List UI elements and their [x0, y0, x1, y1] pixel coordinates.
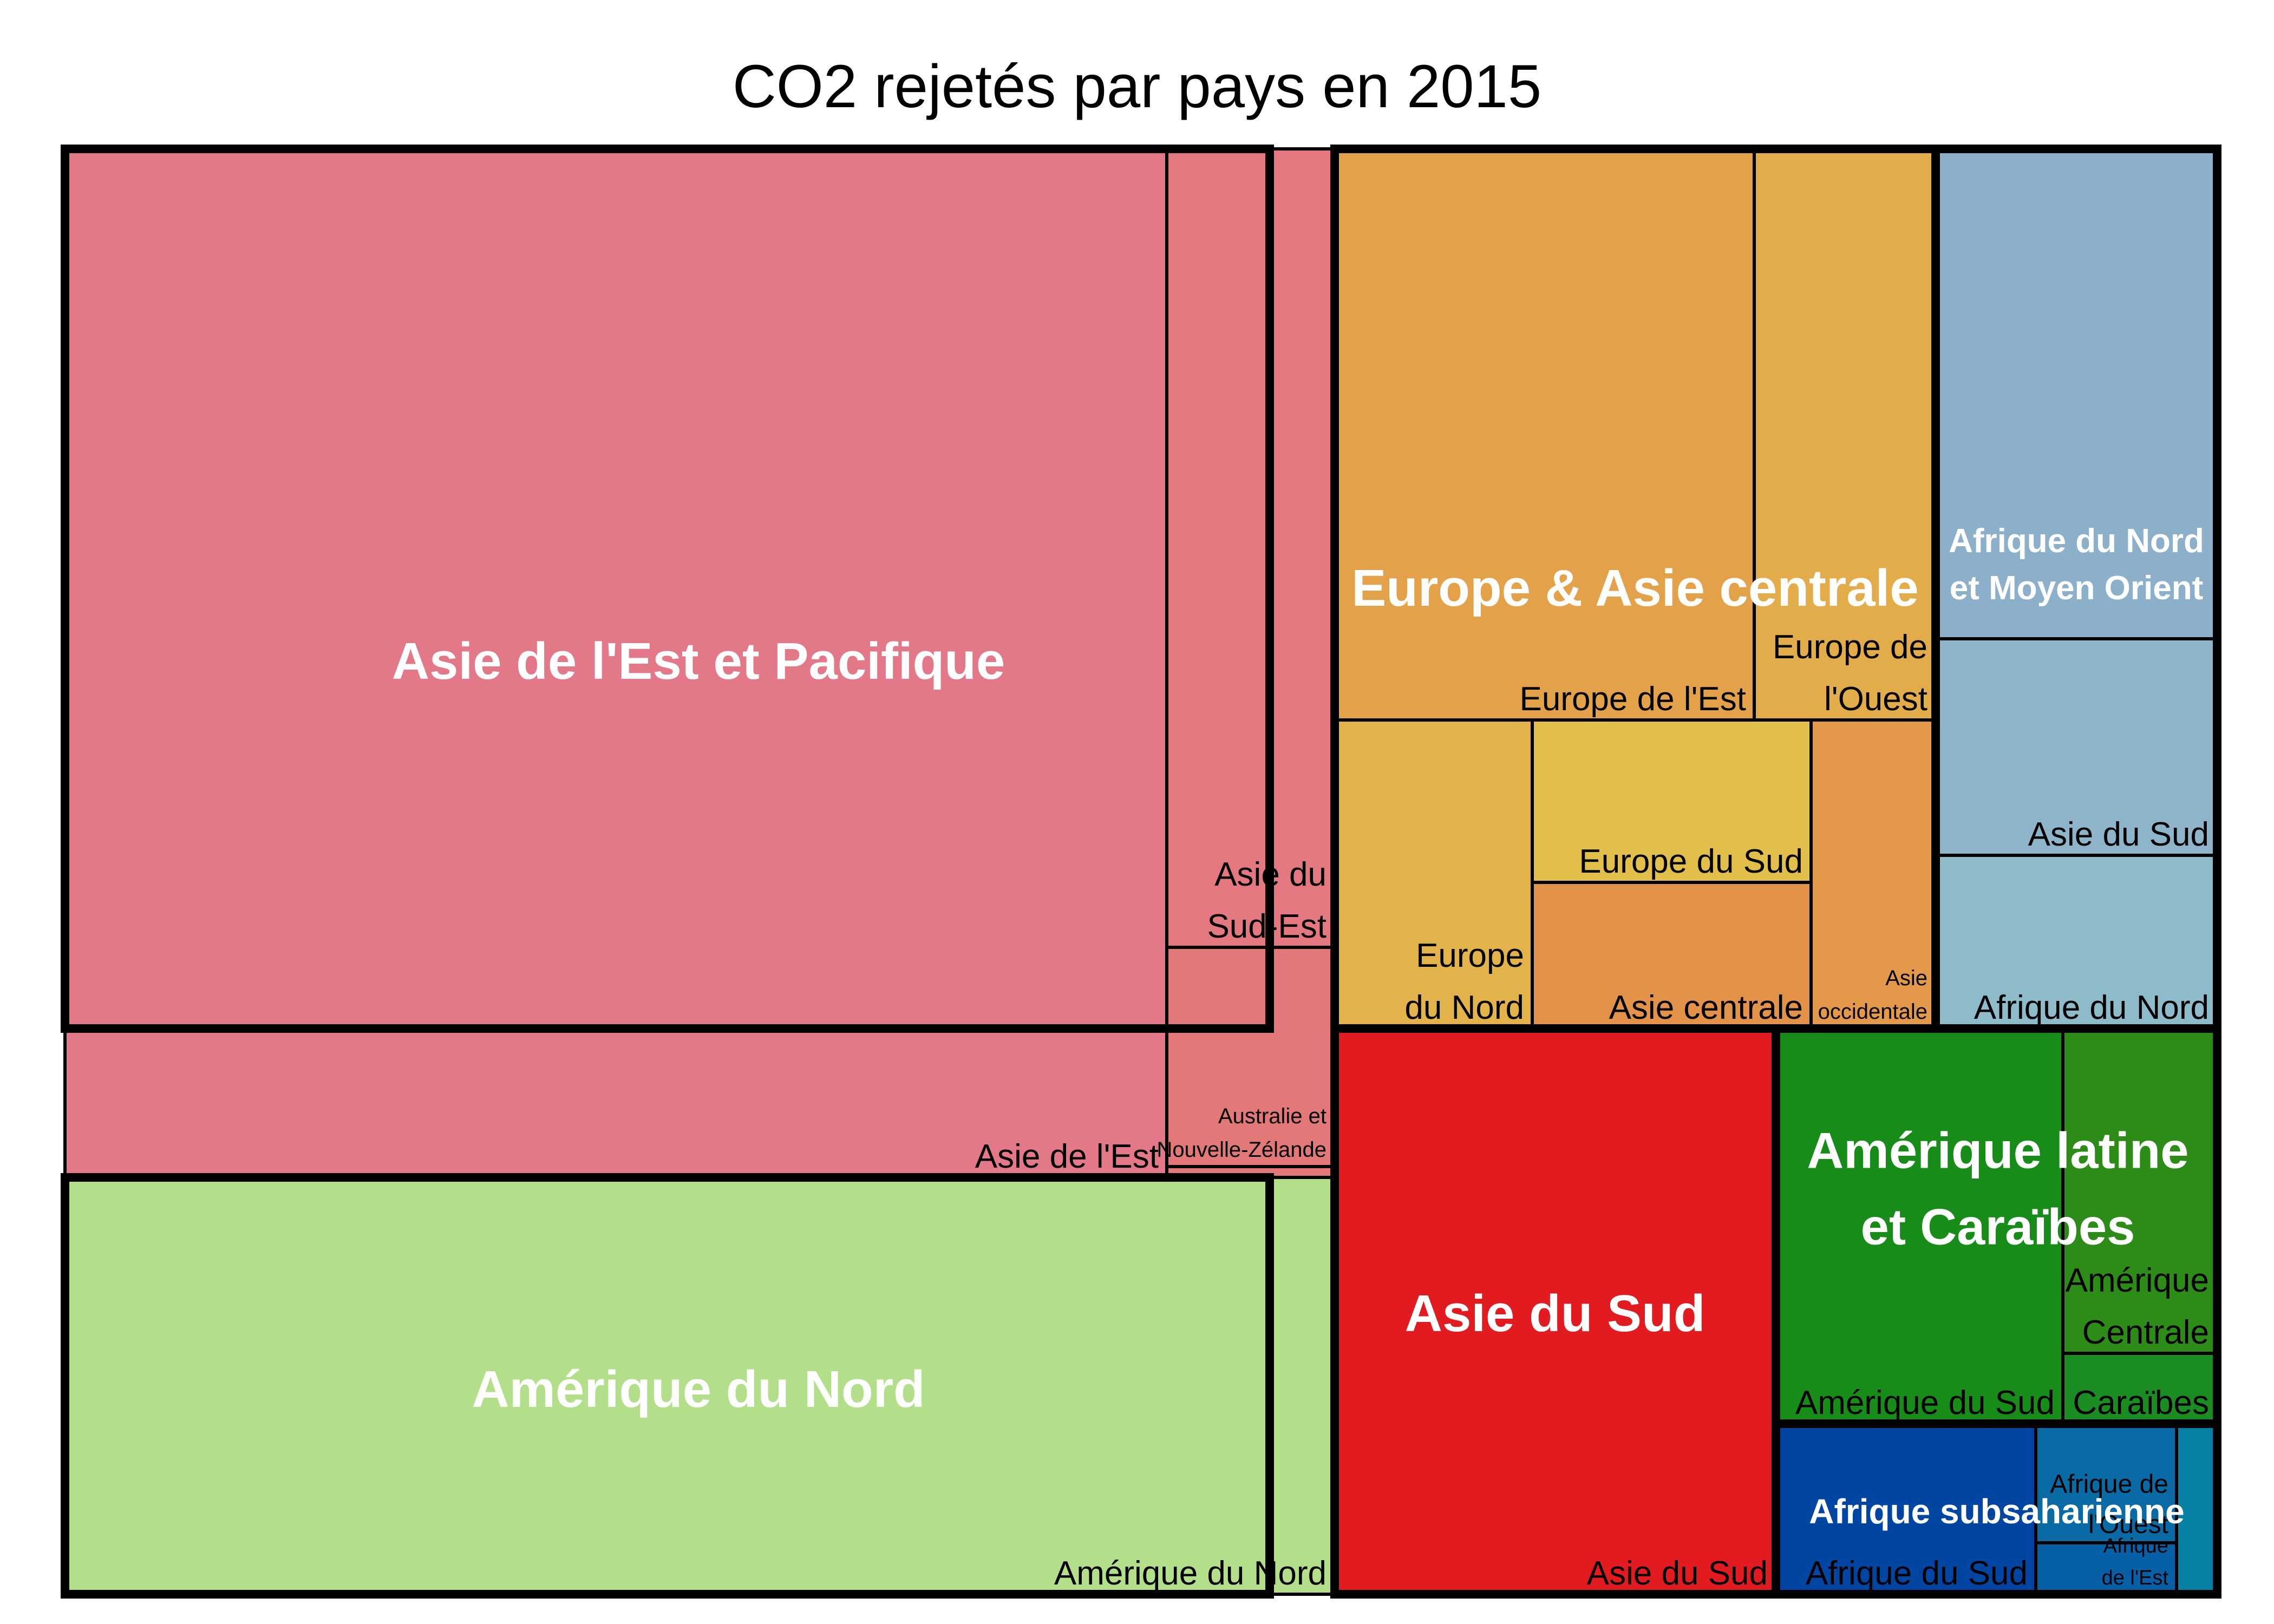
treemap-group-label-afrique-du-nord-et-moyen-orient: Afrique du Nord et Moyen Orient — [1949, 522, 2204, 607]
treemap-cell-label-europe-de-l-est: Europe de l'Est — [1519, 680, 1746, 718]
treemap-group-label-asie-de-l-est-et-pacifique: Asie de l'Est et Pacifique — [392, 632, 1005, 690]
treemap-cell-afrique-subsaharienne-afrique-de-l-ouest — [2034, 1422, 2178, 1544]
treemap-cell-europe-asie-centrale-europe-du-sud — [1531, 718, 1813, 884]
treemap-group-label-amerique-latine-et-caraibes: Amérique latine et Caraïbes — [1807, 1122, 2188, 1255]
treemap-cell-label-afrique-de-l-ouest: Afrique de l'Ouest — [2050, 1470, 2168, 1539]
treemap-cell-amerique-latine-et-caraibes-amerique-centrale — [2061, 1027, 2219, 1355]
treemap-group-label-afrique-subsaharienne: Afrique subsaharienne — [1809, 1492, 2185, 1531]
treemap-cell-label-australie-et-nouvelle-zelande: Australie et Nouvelle-Zélande — [1156, 1104, 1327, 1162]
treemap-group-border-afrique-subsaharienne — [1772, 1419, 2221, 1599]
treemap-cell-asie-de-l-est-et-pacifique-australie-et-nouvelle-zelande — [1165, 946, 1336, 1168]
treemap-cell-label-asie-du-sud: Asie du Sud — [1587, 1555, 1768, 1592]
treemap-cell-label-amerique-du-sud: Amérique du Sud — [1795, 1384, 2055, 1422]
treemap-cell-afrique-subsaharienne-afrique-de-l-est — [2034, 1541, 2178, 1596]
treemap-cell-asie-de-l-est-et-pacifique-asie-de-l-est — [63, 147, 1168, 1179]
treemap-cell-afrique-du-nord-et-moyen-orient-asie-du-sud — [1934, 637, 2219, 857]
treemap-cell-label-asie-de-l-est: Asie de l'Est — [975, 1138, 1159, 1175]
treemap-cell-label-asie-centrale: Asie centrale — [1609, 989, 1803, 1026]
treemap-cell-label-europe-du-sud: Europe du Sud — [1579, 843, 1803, 880]
treemap-cell-label-afrique-du-nord: Afrique du Nord — [1974, 989, 2209, 1026]
treemap-cell-europe-asie-centrale-asie-centrale — [1531, 881, 1813, 1030]
treemap-cell-europe-asie-centrale-europe-du-nord — [1333, 718, 1534, 1030]
treemap-cell-afrique-du-nord-et-moyen-orient-unlabeled-0 — [1934, 147, 2219, 640]
treemap-cell-label-afrique-du-sud: Afrique du Sud — [1806, 1555, 2028, 1592]
treemap-cell-label-amerique-centrale: Amérique Centrale — [2066, 1262, 2209, 1351]
treemap-cell-label-asie-du-sud: Asie du Sud — [2028, 816, 2209, 853]
treemap-cell-label-amerique-du-nord: Amérique du Nord — [1054, 1555, 1327, 1592]
treemap-cell-label-caraibes: Caraïbes — [2073, 1384, 2209, 1422]
treemap-group-labels: Asie de l'Est et Pacifique Amérique du No… — [392, 522, 2204, 1531]
treemap-cell-afrique-subsaharienne-afrique-du-sud — [1774, 1422, 2037, 1596]
treemap-group-border-amerique-du-nord — [61, 1173, 1274, 1599]
treemap-group-borders — [61, 145, 2221, 1599]
treemap-cell-amerique-latine-et-caraibes-amerique-du-sud — [1774, 1027, 2064, 1425]
treemap-cell-europe-asie-centrale-europe-de-l-est — [1333, 147, 1756, 722]
treemap-group-label-europe-asie-centrale: Europe & Asie centrale — [1351, 559, 1918, 617]
treemap-cell-label-asie-occidentale: Asie occidentale — [1818, 966, 1927, 1024]
treemap-cell-label-europe-du-nord: Europe du Nord — [1404, 937, 1524, 1026]
treemap-cell-afrique-du-nord-et-moyen-orient-afrique-du-nord — [1934, 854, 2219, 1030]
treemap-cell-europe-asie-centrale-asie-occidentale — [1809, 718, 1937, 1030]
treemap-cell-asie-de-l-est-et-pacifique-asie-du-sud-est — [1165, 147, 1336, 949]
treemap-cell-label-asie-du-sud-est: Asie du Sud-Est — [1207, 856, 1327, 945]
treemap-subgroup-labels: Asie de l'Est Asie du Sud-Est Australie et N… — [975, 628, 2209, 1592]
treemap-cell-label-europe-de-l-ouest: Europe de l'Ouest — [1773, 628, 1927, 718]
treemap-cells — [63, 147, 2219, 1596]
treemap-group-border-asie-de-l-est-et-pacifique — [61, 145, 1274, 1033]
chart-title: CO2 rejetés par pays en 2015 — [732, 53, 1542, 120]
treemap-cell-label-afrique-de-l-est: Afrique de l'Est — [2102, 1535, 2169, 1589]
treemap-group-label-asie-du-sud: Asie du Sud — [1405, 1285, 1706, 1343]
treemap-group-label-amerique-du-nord: Amérique du Nord — [472, 1360, 925, 1418]
